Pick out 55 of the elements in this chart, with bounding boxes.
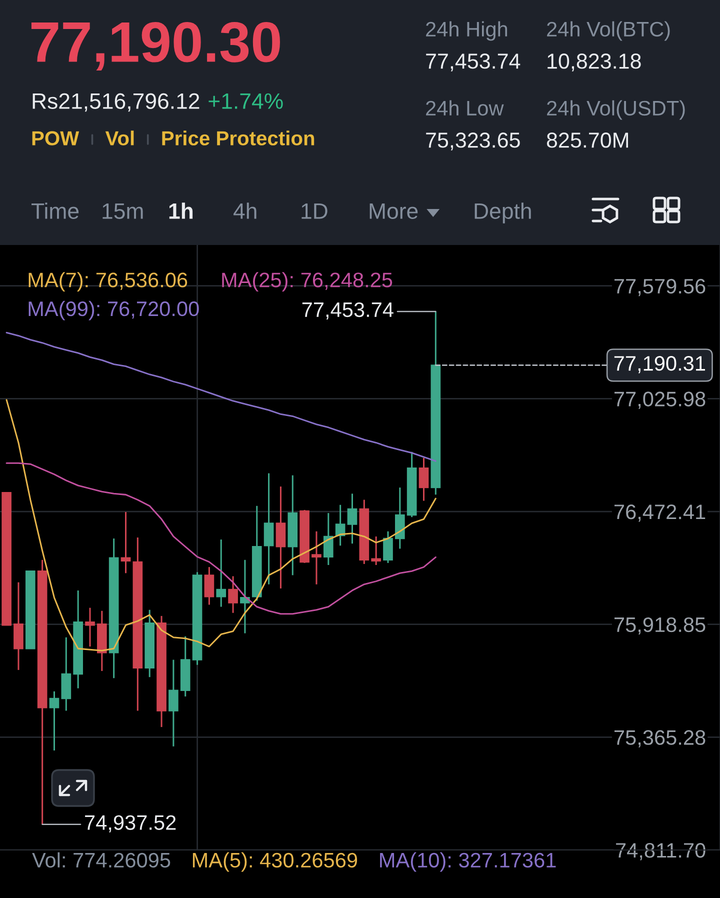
- text: 77,190.30: [31, 22, 280, 71]
- candlestick: [228, 575, 238, 614]
- text: 1h: [169, 202, 193, 219]
- candlestick: [276, 486, 286, 590]
- candlestick: [49, 690, 60, 752]
- text: +1.74%: [208, 93, 283, 109]
- y-tick-label: 75,918.85: [614, 617, 706, 635]
- text: 75,323.65: [426, 132, 520, 150]
- text: 77,453.74: [426, 54, 520, 72]
- annotation: 77,453.74: [302, 302, 394, 320]
- text: More: [370, 203, 418, 219]
- candlestick: [120, 511, 131, 574]
- text: 825.70M: [546, 132, 628, 148]
- candlestick: [312, 530, 322, 586]
- text: 24h Vol(BTC): [547, 21, 670, 41]
- text: MA(10): 327.17361: [380, 852, 556, 872]
- y-tick-label: 76,472.41: [614, 504, 706, 522]
- text: Rs21,516,796.12: [32, 93, 200, 112]
- text: Time: [32, 202, 79, 219]
- candlestick: [264, 472, 274, 586]
- candlestick: [347, 492, 358, 544]
- candlestick: [371, 536, 381, 566]
- y-tick-label: 75,365.28: [614, 730, 706, 748]
- text: 1D: [302, 203, 328, 219]
- text: MA(25): 76,248.25: [222, 272, 392, 292]
- candlestick: [216, 538, 226, 608]
- candlestick: [168, 659, 178, 748]
- candlestick: [323, 512, 334, 566]
- y-tick-label: 77,579.56: [614, 278, 706, 296]
- line-series: [6, 399, 436, 652]
- series-label: MA(99): 76,720.00: [28, 300, 199, 320]
- candlestick: [204, 566, 214, 606]
- text: 15m: [102, 203, 143, 219]
- line-series: [6, 332, 436, 462]
- y-tick-label: 77,025.98: [614, 392, 706, 409]
- text: 77,190.31: [614, 356, 705, 374]
- annotation: 74,937.52: [85, 815, 176, 832]
- text: 10,823.18: [548, 54, 641, 72]
- text: POW: [32, 131, 80, 146]
- candlestick: [395, 486, 405, 550]
- text: MA(5): 430.26569: [192, 852, 358, 872]
- text: 4h: [234, 202, 256, 219]
- candlestick: [383, 530, 393, 564]
- candlestick: [418, 457, 429, 502]
- text: 24h High: [426, 21, 508, 41]
- line-series: [6, 462, 436, 615]
- text: MA(7): 76,536.06: [28, 272, 188, 292]
- text: Depth: [474, 202, 531, 224]
- text: Vol: [105, 130, 134, 146]
- text: 24h Vol(USDT): [547, 100, 685, 120]
- candlestick: [85, 607, 95, 648]
- text: 24h Low: [426, 100, 504, 116]
- candlestick: [240, 559, 250, 634]
- text: Price Protection: [162, 130, 314, 146]
- text: Vol: 774.26095: [32, 852, 170, 868]
